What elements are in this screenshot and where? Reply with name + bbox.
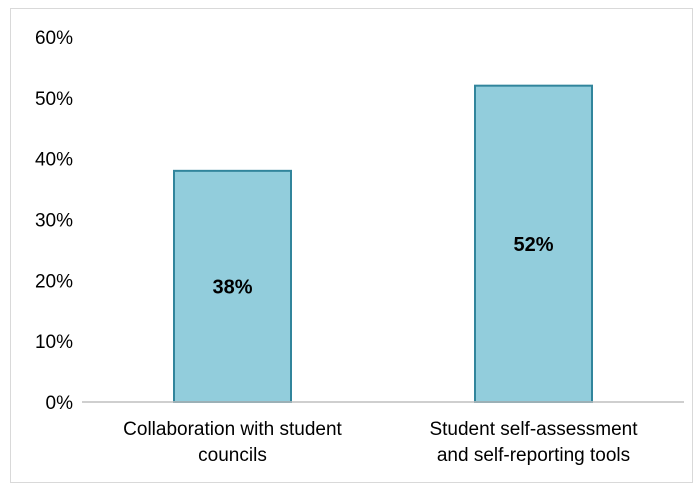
y-tick-label: 60% (35, 28, 73, 49)
bar (173, 169, 292, 403)
y-tick-label: 10% (35, 332, 73, 353)
category-label: Collaboration with student (123, 419, 342, 440)
bar (474, 84, 593, 404)
x-axis-category-labels: Collaboration with student councils Studen… (123, 419, 638, 466)
category-label: councils (198, 445, 267, 466)
data-label: 52% (513, 234, 553, 256)
y-tick-label: 30% (35, 211, 73, 232)
y-tick-label: 40% (35, 150, 73, 171)
category-label: Student self-assessment (429, 419, 638, 440)
bars (173, 84, 593, 404)
category-label: and self-reporting tools (437, 445, 630, 466)
data-labels: 38% 52% (212, 234, 553, 299)
y-tick-label: 0% (46, 393, 74, 414)
y-tick-label: 20% (35, 271, 73, 292)
data-label: 38% (212, 276, 252, 298)
y-axis-tick-labels: 0% 10% 20% 30% 40% 50% 60% (35, 28, 73, 414)
y-tick-label: 50% (35, 89, 73, 110)
